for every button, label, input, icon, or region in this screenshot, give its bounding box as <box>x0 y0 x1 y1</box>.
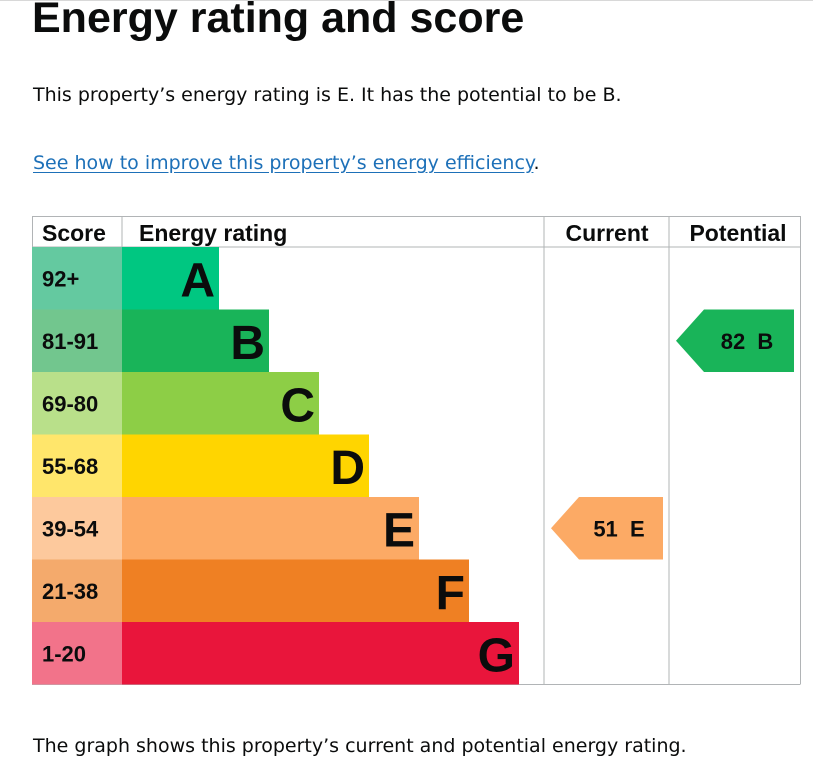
chart-headers: Score Energy rating Current Potential <box>42 220 787 246</box>
top-divider <box>0 0 813 1</box>
score-cell-c <box>32 372 122 435</box>
rating-letter-a: A <box>180 254 215 307</box>
header-score: Score <box>42 220 106 246</box>
current-rating-arrow <box>551 497 663 560</box>
rating-bands: 92+ A 81-91 B 69-80 C 55-68 D 39-54 E 21-38 F 1-20 G <box>32 247 519 685</box>
score-range-d: 55-68 <box>42 454 98 479</box>
score-cell-a <box>32 247 122 310</box>
score-range-c: 69-80 <box>42 391 98 416</box>
potential-rating-arrow <box>676 309 794 372</box>
score-cell-d <box>32 434 122 497</box>
page-title: Energy rating and score <box>32 0 525 42</box>
improve-efficiency-link[interactable]: See how to improve this property’s energ… <box>33 152 534 174</box>
score-cell-b <box>32 309 122 372</box>
improve-link-suffix: . <box>533 152 540 174</box>
rating-letter-g: G <box>478 629 515 682</box>
rating-letter-b: B <box>230 317 265 370</box>
rating-bar-f <box>122 559 469 622</box>
score-cell-g <box>32 622 122 685</box>
rating-pointers: 51 E 82 B <box>551 309 794 560</box>
rating-letter-c: C <box>280 379 315 432</box>
current-rating-label: 51 E <box>593 516 644 541</box>
improve-link-line: See how to improve this property’s energ… <box>33 148 540 178</box>
score-range-f: 21-38 <box>42 579 98 604</box>
score-range-e: 39-54 <box>42 516 99 541</box>
score-range-g: 1-20 <box>42 641 86 666</box>
rating-bar-e <box>122 497 419 560</box>
score-cell-e <box>32 497 122 560</box>
score-range-a: 92+ <box>42 266 79 291</box>
rating-summary: This property’s energy rating is E. It h… <box>33 84 622 106</box>
potential-rating-label: 82 B <box>721 329 774 354</box>
score-range-b: 81-91 <box>42 329 98 354</box>
header-current: Current <box>565 220 648 246</box>
rating-letter-e: E <box>383 504 415 557</box>
rating-bar-c <box>122 372 319 435</box>
rating-bar-b <box>122 309 269 372</box>
rating-letter-d: D <box>330 442 365 495</box>
header-energy-rating: Energy rating <box>139 220 287 246</box>
rating-bar-a <box>122 247 219 310</box>
score-cell-f <box>32 559 122 622</box>
rating-bar-d <box>122 434 369 497</box>
rating-letter-f: F <box>436 567 465 620</box>
rating-bar-g <box>122 622 519 685</box>
chart-caption: The graph shows this property’s current … <box>33 735 687 757</box>
header-potential: Potential <box>689 220 786 246</box>
